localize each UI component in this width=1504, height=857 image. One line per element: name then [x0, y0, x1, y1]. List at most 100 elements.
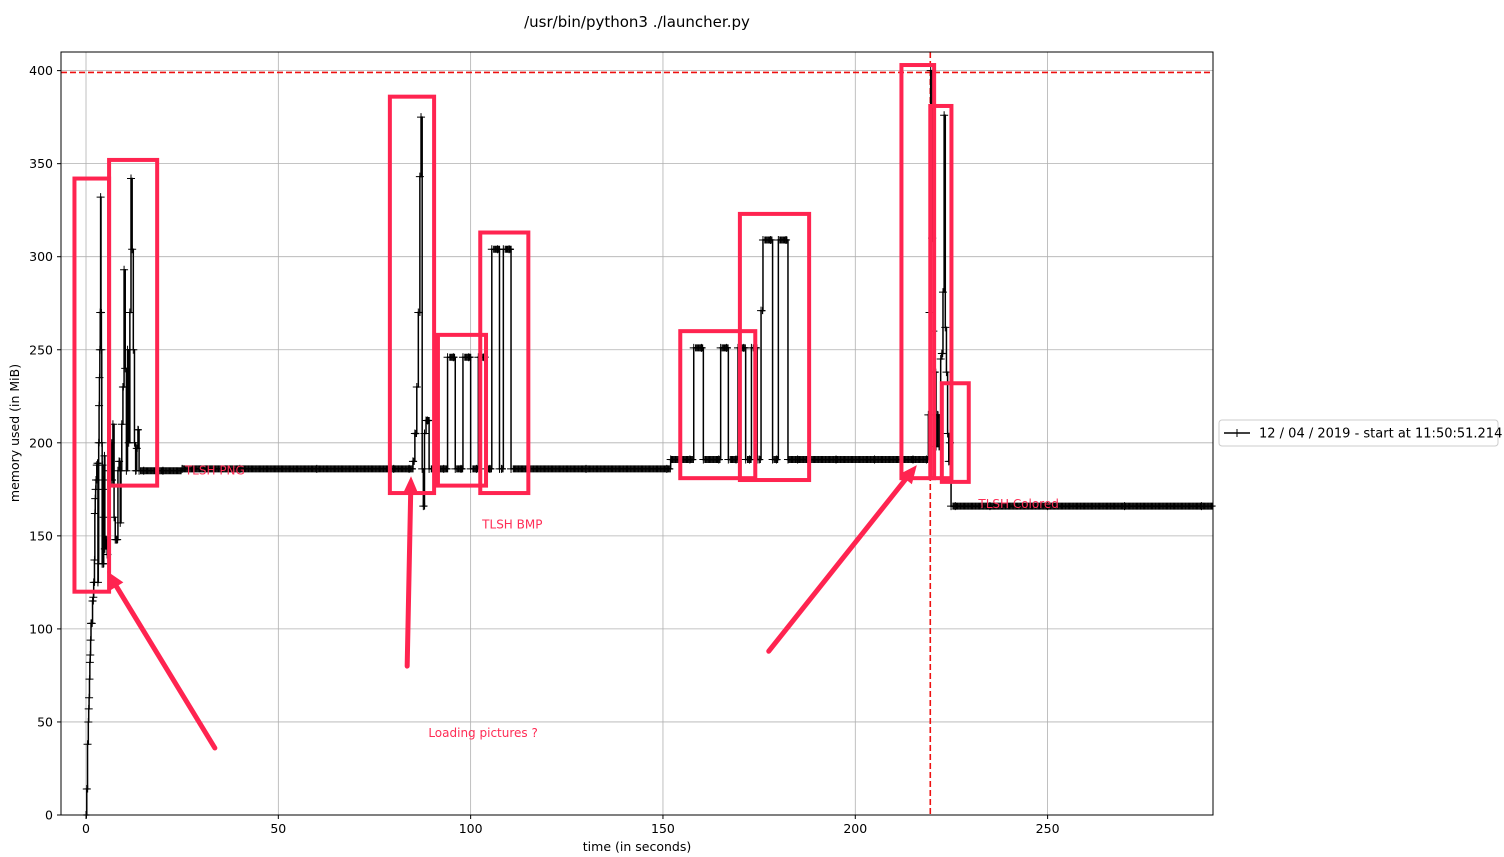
data-sample-marker — [135, 426, 142, 434]
data-point-marker — [98, 485, 107, 494]
data-sample-marker — [413, 430, 420, 437]
data-sample-marker — [774, 456, 781, 464]
highlight-box — [435, 332, 489, 488]
data-point-marker — [417, 113, 426, 122]
y-tick-label: 150 — [29, 528, 53, 543]
legend-frame — [1218, 419, 1499, 447]
y-tick-label: 0 — [45, 808, 53, 823]
data-sample-marker — [499, 465, 506, 473]
x-tick-label: 100 — [459, 821, 483, 836]
y-tick-label: 250 — [29, 342, 53, 357]
data-sample-marker — [690, 456, 697, 464]
legend-marker-swatch — [1233, 429, 1241, 437]
annotation-label: TLSH BMP — [481, 518, 542, 532]
data-point-marker — [129, 345, 138, 354]
data-point-marker — [86, 636, 95, 645]
data-point-marker — [91, 494, 100, 503]
data-point-marker — [130, 438, 139, 447]
data-point-marker — [83, 740, 92, 749]
data-sample-marker — [94, 459, 101, 467]
data-sample-marker — [444, 465, 451, 473]
y-tick-label: 200 — [29, 435, 53, 450]
data-sample-marker — [699, 344, 706, 352]
data-sample-marker — [98, 309, 105, 317]
legend: 12 / 04 / 2019 - start at 11:50:51.214 — [1218, 419, 1502, 447]
annotation-arrows — [107, 465, 917, 751]
data-sample-marker — [667, 465, 674, 473]
data-sample-marker — [421, 502, 428, 510]
data-point-marker — [415, 172, 424, 181]
data-point-marker — [125, 308, 134, 317]
data-point-marker — [116, 518, 125, 527]
data-sample-marker — [100, 560, 107, 568]
data-sample-marker — [783, 236, 790, 244]
data-point-marker — [936, 355, 945, 364]
x-tick-label: 150 — [651, 821, 675, 836]
data-sample-marker — [742, 344, 749, 352]
data-point-marker — [120, 265, 129, 274]
data-sample-marker — [467, 353, 474, 361]
data-point-marker — [941, 323, 950, 332]
data-point-marker — [91, 485, 100, 494]
data-point-marker — [110, 513, 119, 522]
data-point-marker — [99, 513, 108, 522]
gridlines — [61, 52, 1213, 816]
annotation-arrow-head — [402, 476, 419, 495]
data-sample-marker — [496, 245, 503, 253]
data-sample-marker — [508, 245, 515, 253]
data-sample-marker — [120, 383, 127, 391]
axis-ticks: 0 50 100 150 200 250 0 50 100 150 200 250 300 350 400 — [29, 63, 1059, 836]
data-point-marker — [412, 382, 421, 391]
y-tick-label: 400 — [29, 63, 53, 78]
data-point-marker — [84, 704, 93, 713]
x-tick-label: 200 — [843, 821, 867, 836]
data-sample-marker — [416, 309, 423, 317]
annotation-arrow-head — [899, 465, 917, 485]
data-sample-marker — [757, 456, 764, 464]
highlight-box — [678, 329, 758, 481]
data-sample-marker — [116, 457, 123, 465]
annotation-label: TLSH Colored — [977, 497, 1059, 511]
data-point-marker — [117, 420, 126, 429]
data-point-marker — [95, 401, 104, 410]
data-point-marker — [85, 658, 94, 667]
data-point-marker — [85, 675, 94, 684]
data-point-marker — [938, 288, 947, 297]
data-point-marker — [96, 193, 105, 202]
x-tick-label: 0 — [82, 821, 90, 836]
highlight-box — [478, 230, 531, 496]
data-point-marker — [84, 717, 93, 726]
x-tick-label: 250 — [1036, 821, 1060, 836]
data-point-marker — [100, 476, 109, 485]
data-sample-marker — [768, 236, 775, 244]
highlight-boxes — [72, 63, 971, 594]
data-sample-marker — [84, 785, 91, 793]
data-sample-marker — [716, 456, 723, 464]
legend-series-label: 12 / 04 / 2019 - start at 11:50:51.214 — [1259, 427, 1502, 442]
data-point-marker — [128, 245, 137, 254]
annotations: TLSH PNG TLSH BMP TLSH Colored Loading pict… — [184, 464, 1059, 740]
annotation-arrow-shaft — [404, 491, 414, 669]
data-sample-marker — [114, 536, 121, 544]
data-sample-marker — [409, 465, 416, 473]
highlight-box — [737, 211, 812, 483]
data-sample-marker — [96, 439, 103, 447]
data-sample-marker — [89, 619, 96, 627]
data-point-marker — [127, 174, 136, 183]
highlight-box — [939, 381, 971, 484]
data-point-marker — [90, 556, 99, 565]
data-sample-marker — [488, 465, 495, 473]
data-sample-marker — [724, 344, 731, 352]
data-sample-marker — [91, 578, 98, 586]
data-point-marker — [86, 650, 95, 659]
annotation-arrow-shaft — [114, 584, 218, 751]
annotation-arrow-head — [107, 571, 124, 591]
data-point-marker — [85, 693, 94, 702]
highlight-box — [107, 157, 160, 488]
data-point-marker — [122, 466, 131, 475]
data-point-marker — [97, 345, 106, 354]
highlight-box — [899, 63, 937, 481]
y-tick-label: 50 — [37, 714, 53, 729]
y-tick-label: 300 — [29, 249, 53, 264]
